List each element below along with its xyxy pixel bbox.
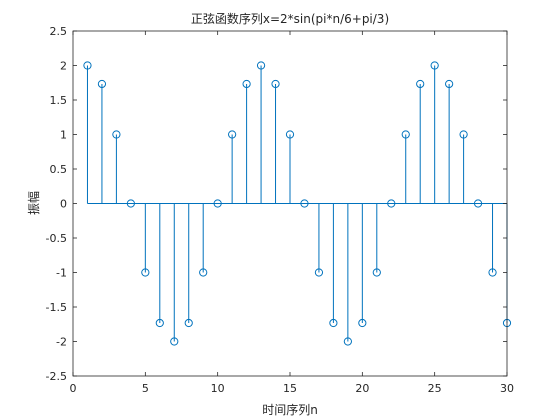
stem-marker — [430, 61, 439, 70]
stem-marker — [228, 130, 237, 139]
x-tick-label: 25 — [428, 382, 442, 395]
y-ticks-layer: 2.5 2 1.5 1 0.5 0 -0.5 -1 -1.5 -2 -2.5 — [46, 25, 507, 383]
x-axis-label: 时间序列n — [262, 402, 318, 417]
stem-marker — [83, 61, 92, 70]
stem-marker — [358, 318, 367, 328]
x-tick-label: 0 — [70, 382, 77, 395]
x-tick-label: 5 — [142, 382, 149, 395]
stem-marker — [285, 130, 295, 139]
y-tick-label: -2 — [56, 336, 67, 349]
stem-marker — [329, 318, 338, 328]
stem-marker — [372, 268, 381, 277]
x-tick-label: 10 — [211, 382, 225, 395]
y-tick-label: 1 — [60, 129, 67, 142]
y-tick-label: -0.5 — [46, 232, 67, 245]
stem-marker — [343, 337, 352, 346]
y-tick-label: -1 — [56, 267, 67, 280]
stem-marker — [387, 199, 396, 208]
plot-frame — [72, 30, 508, 377]
x-tick-label: 30 — [500, 382, 514, 395]
stem-marker — [126, 199, 135, 208]
stem-marker — [170, 337, 179, 346]
stem-marker — [256, 61, 266, 70]
stem-marker — [242, 79, 251, 89]
stem-marker — [112, 130, 121, 139]
stem-marker — [445, 79, 454, 89]
stem-marker — [416, 79, 425, 89]
stems-layer — [86, 65, 508, 342]
stem-marker — [488, 268, 497, 277]
stem-marker — [141, 268, 150, 277]
stem-marker — [213, 199, 222, 208]
stem-marker — [473, 199, 483, 208]
y-tick-label: 0 — [60, 198, 67, 211]
stem-marker — [314, 268, 324, 277]
x-tick-label: 15 — [283, 382, 297, 395]
y-tick-label: -2.5 — [46, 370, 67, 383]
y-axis-label: 振幅 — [26, 191, 41, 215]
x-tick-label: 20 — [355, 382, 369, 395]
stem-marker — [97, 79, 107, 89]
stem-marker — [300, 199, 309, 208]
stem-marker — [401, 130, 410, 139]
y-tick-label: 0.5 — [50, 163, 68, 176]
stem-marker — [184, 318, 193, 328]
stem-marker — [459, 130, 468, 139]
markers-layer — [83, 61, 512, 346]
chart-title: 正弦函数序列x=2*sin(pi*n/6+pi/3) — [191, 11, 389, 26]
y-tick-label: 1.5 — [50, 94, 68, 107]
x-ticks-layer: 0 5 10 15 20 25 30 — [70, 31, 514, 395]
y-tick-label: 2 — [60, 60, 67, 73]
stem-marker — [155, 318, 164, 328]
y-tick-label: -1.5 — [46, 301, 67, 314]
y-tick-label: 2.5 — [50, 25, 68, 38]
stem-marker — [199, 268, 208, 277]
stem-marker — [271, 79, 280, 89]
